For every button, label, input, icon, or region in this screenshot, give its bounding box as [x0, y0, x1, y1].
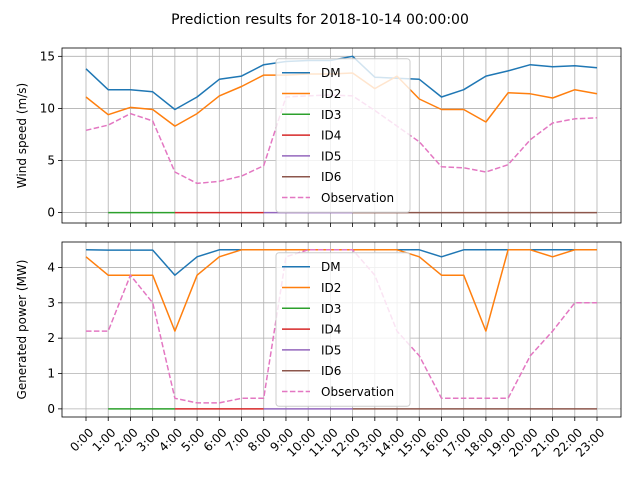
legend-label-observation: Observation	[321, 385, 394, 399]
legend-label-id6: ID6	[321, 364, 341, 378]
legend-label-id5: ID5	[321, 343, 341, 357]
legend-label-id6: ID6	[321, 170, 341, 184]
y-tick-label: 5	[47, 154, 55, 168]
x-tick-label: 2:00	[112, 425, 141, 454]
legend-label-id4: ID4	[321, 129, 341, 143]
x-tick-label: 4:00	[156, 425, 185, 454]
x-tick-label: 7:00	[223, 425, 252, 454]
x-tick-label: 0:00	[67, 425, 96, 454]
panel-1: 0 5 10 15 Wind speed (m/s) DM ID2 ID3 ID4 ID5 ID6 O…	[15, 47, 622, 227]
legend-label-dm: DM	[321, 66, 341, 80]
y-tick-label: 0	[47, 206, 55, 220]
x-tick-label: 5:00	[178, 425, 207, 454]
x-tick-label: 6:00	[201, 425, 230, 454]
legend-label-id4: ID4	[321, 323, 341, 337]
legend-label-id3: ID3	[321, 108, 341, 122]
legend: DM ID2 ID3 ID4 ID5 ID6 Observation	[275, 252, 411, 407]
legend-label-id2: ID2	[321, 281, 341, 295]
plot-frame	[61, 47, 622, 224]
plot-frame	[61, 241, 622, 418]
legend-label-observation: Observation	[321, 191, 394, 205]
x-tick-label: 1:00	[90, 425, 119, 454]
series-line-observation	[86, 249, 597, 404]
chart-title: Prediction results for 2018-10-14 00:00:…	[171, 12, 469, 28]
x-tick-label: 8:00	[245, 425, 274, 454]
x-tick-label: 3:00	[134, 425, 163, 454]
series-line-id2	[85, 249, 597, 332]
legend-label-id2: ID2	[321, 87, 341, 101]
legend-label-id3: ID3	[321, 302, 341, 316]
y-tick-label: 0	[47, 402, 55, 416]
legend-frame	[275, 252, 411, 407]
y-tick-label: 1	[47, 367, 55, 381]
y-tick-label: 10	[40, 101, 55, 115]
y-tick-label: 2	[47, 331, 55, 345]
y-axis-label: Wind speed (m/s)	[15, 83, 29, 188]
legend-label-dm: DM	[321, 260, 341, 274]
legend: DM ID2 ID3 ID4 ID5 ID6 Observation	[275, 58, 411, 213]
y-tick-label: 4	[47, 260, 55, 274]
y-axis-label: Generated power (MW)	[15, 260, 29, 400]
y-tick-label: 3	[47, 296, 55, 310]
y-tick-label: 15	[40, 49, 55, 63]
legend-label-id5: ID5	[321, 149, 341, 163]
legend-frame	[275, 58, 411, 213]
panel-2: 0:001:002:003:004:005:006:007:008:009:00…	[15, 241, 622, 460]
